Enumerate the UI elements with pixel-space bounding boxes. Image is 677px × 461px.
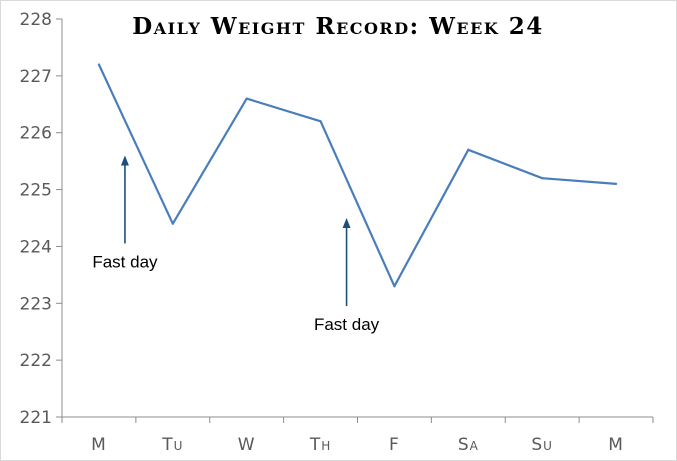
x-tick-label: Sa: [458, 435, 479, 455]
x-tick-label: W: [238, 435, 256, 455]
x-tick-label: Tu: [161, 435, 183, 455]
y-ticks: 221 222 223 224 225 226 227 228: [20, 10, 62, 428]
x-tick-label: F: [389, 435, 400, 455]
data-point: [614, 182, 618, 185]
x-tick-label: M: [608, 435, 624, 455]
x-tick-label: M: [91, 435, 107, 455]
y-tick-label: 222: [20, 351, 52, 371]
y-tick-label: 224: [20, 237, 52, 257]
annotations: Fast day Fast day: [92, 155, 380, 334]
data-point: [245, 97, 248, 100]
data-point: [393, 285, 396, 288]
y-tick-label: 221: [20, 408, 52, 428]
annotation-label: Fast day: [92, 252, 158, 271]
x-ticks: M Tu W Th F Sa Su M: [61, 417, 654, 455]
annotation-arrow-head: [120, 155, 129, 166]
y-tick-label: 225: [20, 181, 52, 201]
y-tick-label: 227: [20, 67, 52, 87]
x-tick-label: Su: [531, 435, 553, 455]
series-weight: [97, 63, 618, 288]
series-line: [97, 64, 617, 288]
y-tick-label: 223: [20, 294, 52, 314]
data-point: [97, 63, 101, 66]
annotation-label: Fast day: [314, 315, 380, 334]
y-tick-label: 228: [20, 10, 52, 30]
data-point: [319, 120, 322, 123]
y-tick-label: 226: [20, 124, 52, 144]
data-point: [171, 222, 174, 225]
data-point: [467, 148, 470, 151]
data-point: [541, 177, 544, 180]
x-tick-label: Th: [309, 435, 331, 455]
chart-title: Daily Weight Record: Week 24: [132, 13, 544, 40]
annotation-arrow-head: [342, 218, 351, 228]
